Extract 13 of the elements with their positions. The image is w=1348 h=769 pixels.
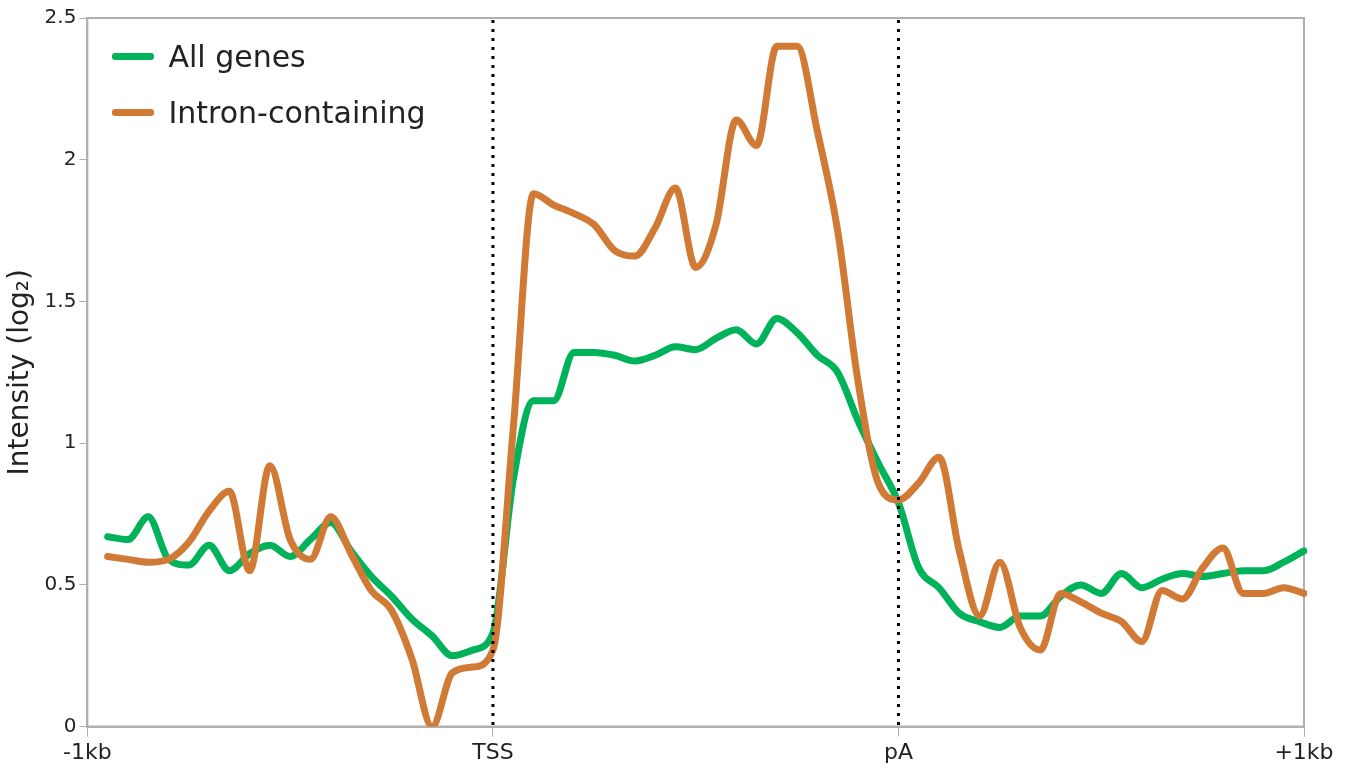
y-tick-label: 2 (63, 145, 77, 170)
x-tick-label: -1kb (63, 738, 112, 764)
y-tick-label: 1 (63, 429, 77, 454)
x-tick-label: pA (883, 738, 913, 764)
y-axis-title: Intensity (log₂) (2, 269, 36, 476)
x-tick-label: TSS (471, 738, 514, 764)
x-tick-label: +1kb (1274, 738, 1334, 764)
legend-label: Intron-containing (168, 94, 426, 130)
y-tick-label: 0 (63, 712, 77, 737)
legend-label: All genes (168, 38, 306, 74)
y-tick-label: 2.5 (44, 4, 77, 29)
y-tick-label: 0.5 (44, 571, 77, 596)
y-tick-label: 1.5 (44, 287, 77, 312)
